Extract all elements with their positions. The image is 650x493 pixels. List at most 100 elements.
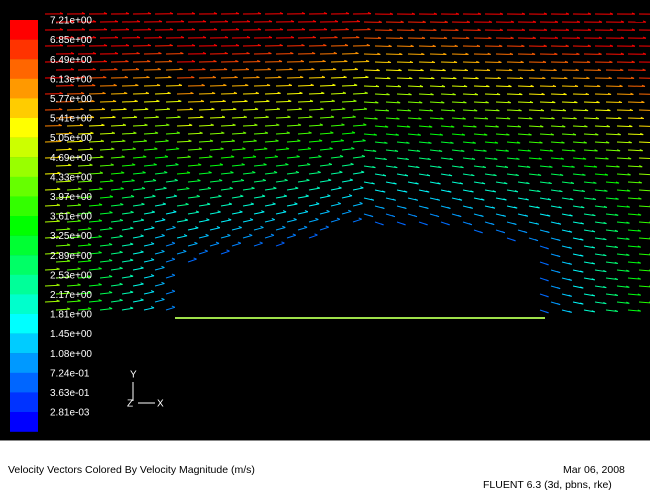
vector bbox=[88, 172, 103, 175]
vector-head bbox=[209, 139, 214, 142]
vector-head bbox=[67, 211, 71, 214]
vector-head bbox=[133, 115, 138, 118]
vector-head bbox=[552, 100, 556, 104]
vector-head bbox=[386, 93, 390, 96]
vector-head bbox=[272, 202, 276, 205]
vector bbox=[352, 60, 370, 63]
colorbar-label: 2.53e+00 bbox=[50, 270, 92, 281]
vector-head bbox=[232, 123, 236, 126]
vector-head bbox=[458, 198, 463, 201]
vector-head bbox=[163, 186, 167, 189]
colorbar-band bbox=[10, 78, 38, 99]
vector bbox=[242, 156, 257, 159]
vector-head bbox=[70, 36, 75, 39]
vector-head bbox=[509, 52, 514, 55]
vector-head bbox=[154, 131, 159, 134]
vector bbox=[418, 109, 433, 112]
vector bbox=[88, 236, 102, 239]
colorbar-band bbox=[10, 274, 38, 295]
vector-head bbox=[144, 107, 149, 110]
vector-head bbox=[631, 44, 636, 47]
vector-head bbox=[301, 12, 306, 15]
vector-head bbox=[109, 211, 113, 214]
vector-head bbox=[151, 210, 155, 213]
vector-head bbox=[67, 195, 71, 198]
vector-head bbox=[521, 44, 525, 47]
vector bbox=[264, 219, 275, 223]
vector-head bbox=[121, 155, 125, 158]
vector-head bbox=[510, 36, 514, 39]
vector bbox=[517, 133, 532, 136]
vector-head bbox=[452, 93, 456, 96]
vector-head bbox=[213, 12, 218, 15]
viewport bbox=[0, 0, 650, 440]
vector bbox=[594, 173, 609, 176]
colorbar-band bbox=[10, 392, 38, 413]
vector-head bbox=[143, 155, 147, 158]
vector-head bbox=[348, 209, 352, 212]
vector bbox=[77, 196, 92, 199]
vector bbox=[220, 156, 235, 159]
colorbar-label: 3.97e+00 bbox=[50, 192, 92, 203]
vector-head bbox=[603, 254, 607, 257]
vector-head bbox=[345, 12, 350, 15]
vector-head bbox=[431, 76, 435, 80]
vector-head bbox=[442, 68, 446, 72]
vector bbox=[55, 292, 71, 295]
vector bbox=[88, 284, 102, 287]
vector-head bbox=[332, 67, 337, 70]
vector-head bbox=[454, 44, 458, 47]
vector-head bbox=[405, 157, 409, 161]
vector-head bbox=[277, 91, 281, 94]
vector bbox=[484, 77, 501, 80]
vector bbox=[165, 227, 176, 231]
vector-head bbox=[91, 83, 96, 87]
vector bbox=[473, 101, 489, 104]
vector-head bbox=[383, 157, 387, 161]
vector-head bbox=[503, 198, 507, 201]
vector-head bbox=[583, 141, 587, 144]
vector-head bbox=[451, 109, 456, 112]
vector bbox=[506, 93, 523, 96]
vector bbox=[198, 219, 210, 223]
footer-date: Mar 06, 2008 bbox=[563, 464, 625, 476]
vector bbox=[275, 164, 289, 167]
vector-head bbox=[125, 59, 129, 63]
vector-head bbox=[416, 166, 420, 169]
vector-head bbox=[323, 43, 327, 47]
vector bbox=[110, 140, 126, 143]
vector-head bbox=[630, 92, 634, 95]
vector-head bbox=[248, 233, 253, 236]
vector-head bbox=[242, 131, 247, 134]
vector bbox=[187, 258, 197, 263]
vector bbox=[275, 148, 290, 151]
vector-head bbox=[395, 133, 399, 136]
vector bbox=[110, 92, 128, 95]
vector-head bbox=[516, 141, 521, 144]
vector-head bbox=[421, 52, 425, 55]
vector bbox=[165, 306, 176, 311]
vector bbox=[132, 140, 147, 143]
vector-head bbox=[576, 36, 581, 39]
vector-head bbox=[306, 162, 311, 166]
vector-head bbox=[293, 217, 297, 221]
vector-head bbox=[342, 91, 347, 94]
vector-head bbox=[102, 91, 106, 95]
vector bbox=[462, 77, 479, 80]
vector bbox=[264, 172, 278, 175]
vector-head bbox=[284, 178, 288, 181]
vector-head bbox=[129, 274, 134, 277]
vector bbox=[297, 211, 309, 215]
colorbar-label: 5.41e+00 bbox=[50, 114, 92, 125]
vector-head bbox=[409, 60, 414, 63]
vector-head bbox=[288, 99, 292, 102]
vector-head bbox=[168, 75, 172, 78]
vector-head bbox=[314, 233, 318, 236]
vector-head bbox=[146, 75, 150, 79]
vector-head bbox=[618, 116, 622, 120]
vector bbox=[165, 242, 176, 247]
vector-head bbox=[98, 203, 103, 206]
vector-head bbox=[616, 165, 620, 168]
vector-head bbox=[66, 243, 71, 246]
vector-head bbox=[120, 171, 125, 174]
